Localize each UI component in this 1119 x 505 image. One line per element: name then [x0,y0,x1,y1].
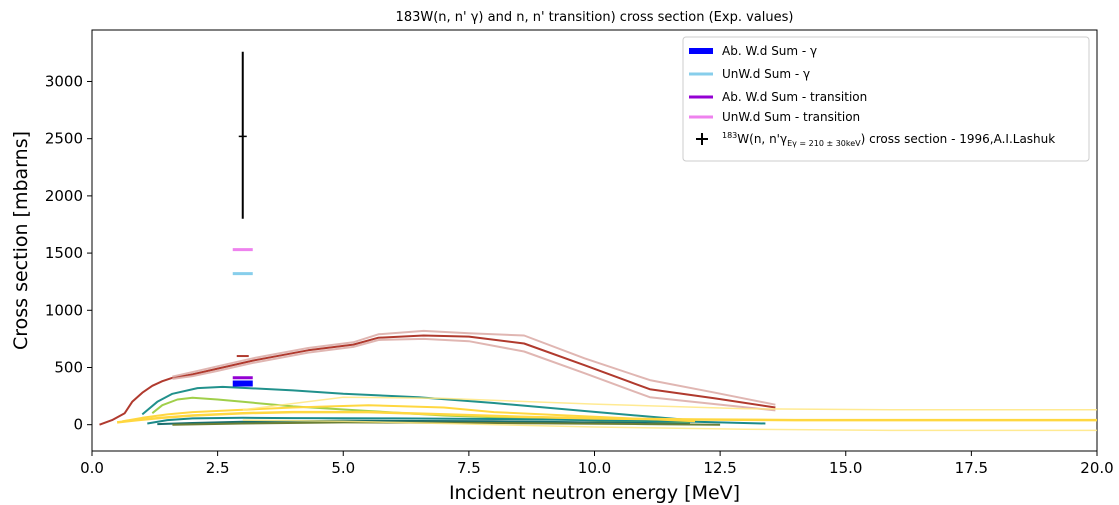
series-line-6 [147,416,766,425]
y-tick-label: 2500 [45,130,83,148]
series-line-12 [242,419,1097,432]
y-axis: 0 500 1000 1500 2000 2500 3000 [45,72,92,434]
x-tick-label: 5.0 [331,459,355,477]
legend-label-lashuk: 183W(n, n'γEγ = 210 ± 30keV) cross secti… [722,131,1055,148]
y-axis-title: Cross section [mbarns] [10,131,32,350]
series-line-3 [172,337,776,412]
point-markers [232,51,253,387]
legend-label: UnW.d Sum - transition [722,110,860,124]
y-tick-label: 500 [54,358,83,376]
x-axis: 0.0 2.5 5.0 7.5 10.0 12.5 15.0 17.5 20.0 [80,451,1114,477]
x-tick-label: 20.0 [1080,459,1113,477]
legend: Ab. W.d Sum - γ UnW.d Sum - γ Ab. W.d Sum … [682,36,1090,162]
legend-label: UnW.d Sum - γ [722,67,810,81]
y-tick-label: 1500 [45,244,83,262]
y-tick-label: 1000 [45,301,83,319]
legend-label: Ab. W.d Sum - transition [722,90,867,104]
x-tick-label: 12.5 [703,459,736,477]
series-line-9 [116,410,1097,424]
x-tick-label: 17.5 [955,459,988,477]
y-tick-label: 3000 [45,72,83,90]
x-axis-title: Incident neutron energy [MeV] [449,482,740,504]
series-line-11 [242,396,1097,411]
x-tick-label: 2.5 [206,459,230,477]
series-lines [99,329,1097,432]
series-line-10 [122,404,696,423]
y-tick-label: 0 [73,416,83,434]
legend-box [682,36,1090,162]
legend-label: Ab. W.d Sum - γ [722,44,817,58]
x-tick-label: 10.0 [578,459,611,477]
x-tick-label: 15.0 [829,459,862,477]
x-tick-label: 7.5 [457,459,481,477]
series-line-2 [172,329,776,406]
series-line-1 [99,334,776,426]
series-line-4 [141,385,691,422]
chart-title: 183W(n, n' γ) and n, n' transition) cros… [396,10,794,25]
y-tick-label: 2000 [45,187,83,205]
x-tick-label: 0.0 [80,459,104,477]
